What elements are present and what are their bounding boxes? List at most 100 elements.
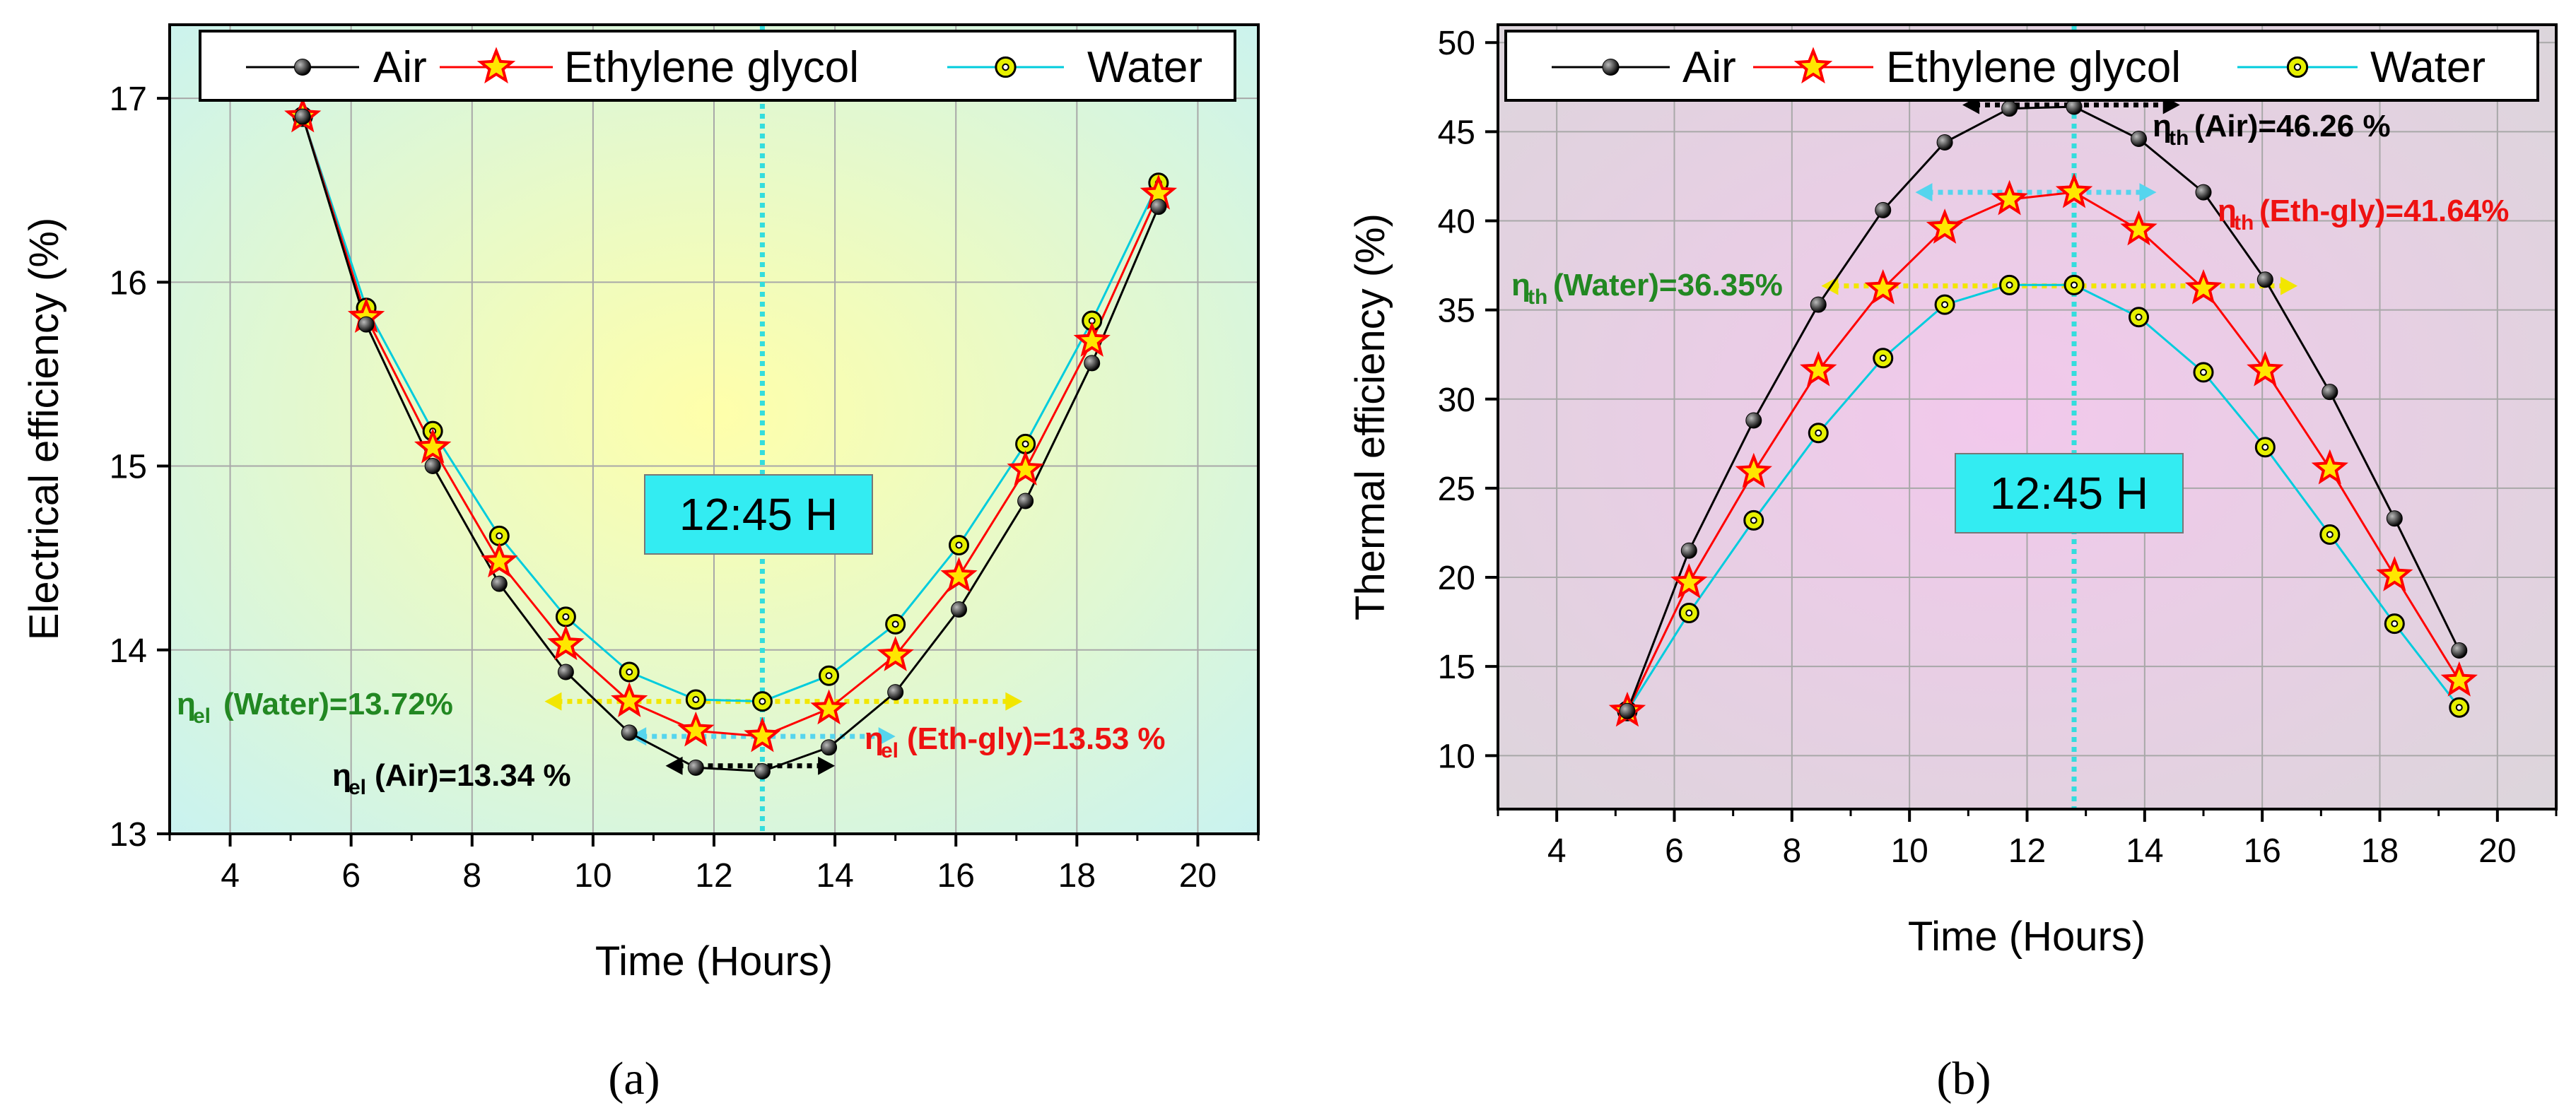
data-point [424, 458, 441, 475]
data-point [887, 684, 904, 701]
data-point [1678, 603, 1699, 623]
data-point [2286, 56, 2309, 78]
series-markers-air [294, 108, 1167, 780]
data-point [2193, 362, 2214, 383]
data-point [2063, 274, 2085, 295]
data-point [414, 428, 452, 464]
series-line-ethylene-glycol [1626, 191, 2461, 712]
y-tick-label: 15 [1438, 649, 1475, 686]
x-tick-label: 20 [2478, 832, 2516, 870]
series-line-air [301, 116, 1160, 773]
x-tick-label: 14 [816, 857, 853, 895]
data-point [1934, 294, 1955, 315]
series-line-water [301, 116, 1160, 703]
y-tick-label: 17 [110, 81, 147, 118]
data-point [547, 625, 585, 661]
time-callout: 12:45 H [644, 474, 873, 555]
legend-box [199, 30, 1236, 102]
legend-label: Air [1682, 43, 1736, 92]
svg-text:η: η [332, 758, 351, 793]
arrow-head [544, 692, 562, 711]
data-point [1073, 322, 1111, 357]
data-point [1602, 58, 1620, 76]
data-point [995, 56, 1017, 78]
data-point [677, 711, 715, 747]
y-tick-label: 35 [1438, 293, 1475, 330]
svg-text:(Air)=13.34 %: (Air)=13.34 % [375, 758, 571, 793]
x-tick-label: 12 [695, 857, 732, 895]
data-point [1926, 208, 1964, 244]
x-axis-title: Time (Hours) [1908, 914, 2145, 960]
x-tick-label: 6 [341, 857, 361, 895]
svg-text:(Water)=36.35%: (Water)=36.35% [1553, 268, 1783, 302]
data-point [1800, 350, 1837, 387]
legend-label: Ethylene glycol [1886, 43, 2181, 92]
efficiency-annotation-air: η th (Air)=46.26 % [2153, 109, 2391, 150]
time-callout: 12:45 H [1955, 453, 2184, 534]
panel-b-thermal-efficiency: 4 6 8 10 12 14 16 18 20 10 15 20 25 30 35 40 45 50 Air Et… [1347, 23, 2558, 1104]
data-point [2322, 384, 2338, 401]
y-tick-label: 50 [1438, 25, 1475, 62]
svg-text:η: η [177, 687, 196, 721]
data-point [2131, 130, 2148, 147]
data-point [2001, 100, 2018, 117]
series-markers-water [1617, 274, 2470, 721]
data-point [2195, 184, 2212, 201]
data-point [2319, 524, 2341, 545]
panel-label: (b) [1937, 1053, 1991, 1104]
svg-text:(Eth-gly)=41.64%: (Eth-gly)=41.64% [2259, 194, 2509, 228]
y-tick-label: 20 [1438, 560, 1475, 597]
svg-text:(Eth-gly)=13.53 %: (Eth-gly)=13.53 % [907, 721, 1166, 756]
time-callout-box [644, 474, 873, 555]
data-point [621, 724, 638, 741]
data-point [687, 759, 704, 776]
data-point [611, 682, 648, 717]
arrow-head [2281, 276, 2298, 295]
data-point [877, 636, 914, 671]
data-point [949, 534, 969, 555]
data-point [1670, 563, 1708, 599]
x-tick-label: 20 [1179, 857, 1217, 895]
x-axis-title: Time (Hours) [595, 938, 833, 984]
data-series [284, 97, 1178, 780]
data-point [2311, 449, 2348, 485]
data-point [1808, 423, 1829, 444]
svg-text:(Water)=13.72%: (Water)=13.72% [223, 687, 453, 721]
y-tick-label: 30 [1438, 382, 1475, 419]
data-point [810, 689, 848, 725]
svg-text:th: th [2234, 211, 2254, 235]
data-point [557, 664, 574, 680]
svg-text:η: η [865, 721, 884, 756]
x-tick-label: 12 [2008, 832, 2046, 870]
y-axis-title: Thermal efficiency (%) [1347, 213, 1393, 620]
x-tick-label: 16 [937, 857, 975, 895]
data-point [2449, 697, 2470, 718]
data-series [1608, 98, 2478, 727]
data-point [358, 316, 375, 333]
arrow-head [818, 756, 836, 775]
x-tick-label: 18 [2361, 832, 2399, 870]
data-point [2384, 613, 2405, 635]
series-line-water [1626, 283, 2460, 712]
y-tick-label: 25 [1438, 471, 1475, 508]
series-line-air [1626, 105, 2461, 712]
svg-text:el: el [193, 705, 211, 728]
series-markers-air [1619, 98, 2468, 719]
legend: Air Ethylene glycol Water [1504, 30, 2539, 102]
y-axis-title: Electrical efficiency (%) [21, 218, 67, 640]
svg-text:th: th [2169, 126, 2189, 150]
y-tick-label: 16 [110, 264, 147, 302]
svg-text:(Air)=46.26 %: (Air)=46.26 % [2194, 109, 2391, 143]
arrow-head [1915, 183, 1933, 202]
data-point [885, 613, 906, 635]
data-point [2376, 556, 2413, 591]
x-tick-label: 10 [1890, 832, 1928, 870]
data-point [821, 739, 838, 756]
data-point [491, 575, 508, 592]
x-tick-label: 10 [574, 857, 611, 895]
x-tick-label: 16 [2243, 832, 2281, 870]
data-point [2386, 510, 2403, 527]
y-tick-label: 13 [110, 816, 147, 854]
legend-label: Ethylene glycol [564, 43, 859, 92]
data-point [294, 108, 311, 125]
